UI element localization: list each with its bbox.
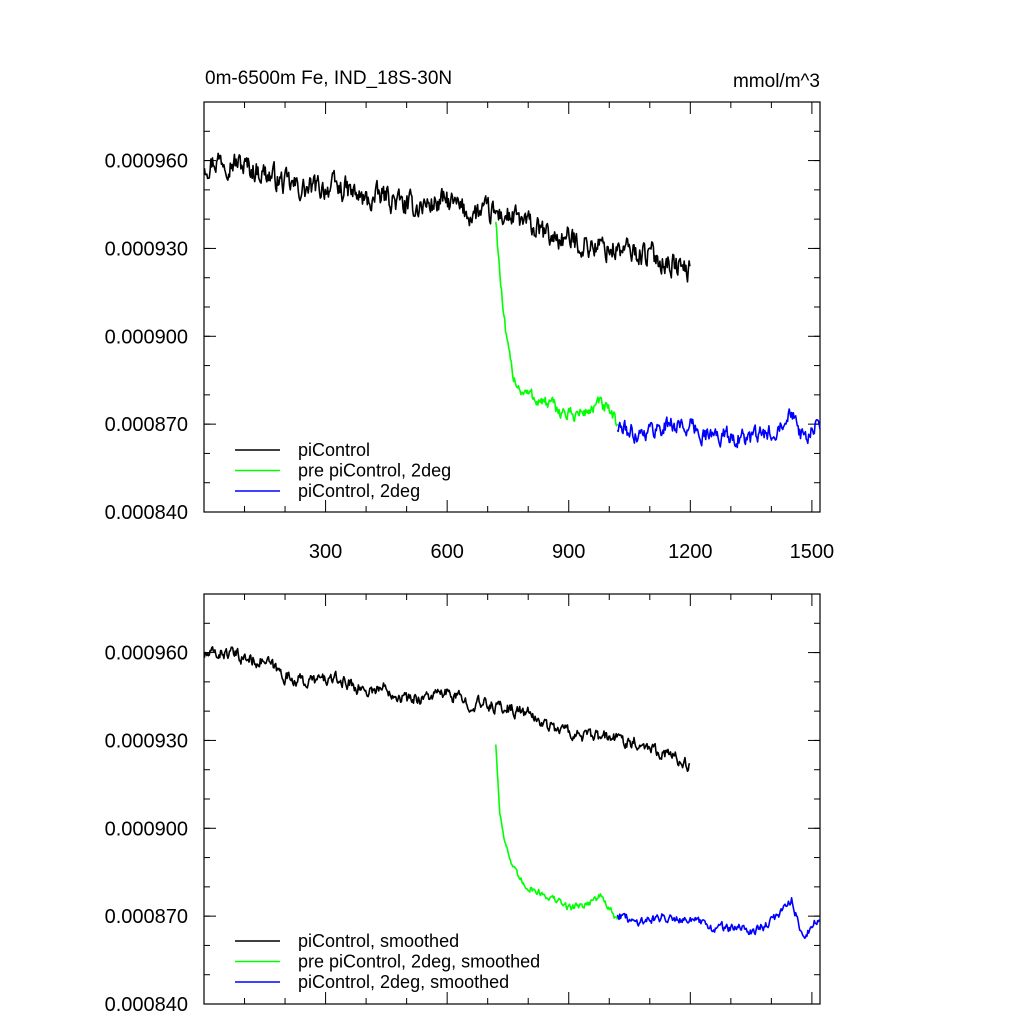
legend-label: pre piControl, 2deg, smoothed [298,952,540,972]
y-tick-label: 0.000840 [105,502,188,524]
bottom-panel: 0.000840 0.000870 0.000900 0.000930 0.000960… [105,593,821,1016]
series-line [203,152,691,283]
series-line [616,408,821,449]
series-line [616,896,821,940]
y-tick-label: 0.000840 [105,994,188,1016]
series-line [495,221,619,427]
plot-frame [203,101,821,513]
plot-frame [203,593,821,1005]
series-line [203,645,691,773]
x-tick-label: 1500 [790,541,835,563]
y-tick-label: 0.000900 [105,326,188,348]
x-tick-label: 600 [430,541,463,563]
legend-label: piControl, 2deg [298,481,420,501]
y-tick-label: 0.000960 [105,643,188,665]
y-tick-label: 0.000930 [105,730,188,752]
units-label: mmol/m^3 [733,71,820,92]
legend-label: piControl, smoothed [298,931,459,951]
y-tick-label: 0.000870 [105,414,188,436]
x-tick-label: 1200 [668,541,713,563]
top-panel: 0.000840 0.000870 0.000900 0.000930 0.000960… [105,101,835,563]
chart-title: 0m-6500m Fe, IND_18S-30N [205,68,452,89]
y-tick-label: 0.000870 [105,906,188,928]
x-tick-label: 300 [309,541,342,563]
y-tick-label: 0.000930 [105,238,188,260]
x-tick-label: 900 [552,541,585,563]
y-tick-label: 0.000960 [105,151,188,173]
y-tick-label: 0.000900 [105,818,188,840]
legend-label: pre piControl, 2deg [298,461,451,481]
series-line [495,744,619,920]
legend-label: piControl [298,440,370,460]
legend-label: piControl, 2deg, smoothed [298,972,509,992]
